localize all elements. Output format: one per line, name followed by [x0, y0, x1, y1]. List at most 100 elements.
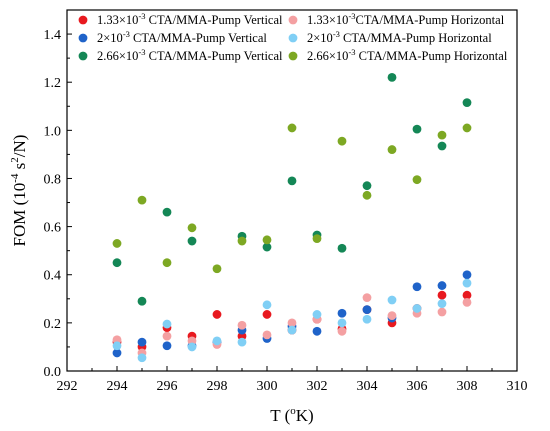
data-point	[312, 310, 322, 319]
x-tick-label: 300	[257, 379, 278, 394]
data-point	[237, 337, 247, 347]
data-point	[362, 293, 372, 302]
data-point	[387, 145, 397, 154]
x-tick-label: 310	[507, 379, 528, 394]
data-point	[137, 353, 147, 363]
data-point	[187, 336, 197, 346]
y-tick-label: 0.0	[44, 365, 62, 380]
legend-marker	[288, 15, 298, 25]
x-tick-label: 306	[407, 379, 428, 394]
data-point	[237, 331, 247, 341]
data-point	[362, 190, 372, 200]
legend-label: 1.33×10-3CTA/MMA-Pump Horizontal	[307, 11, 505, 27]
data-point	[387, 295, 397, 305]
y-tick-label: 1.4	[44, 28, 62, 43]
data-point	[437, 281, 447, 290]
data-point	[412, 282, 422, 292]
data-point	[362, 314, 372, 324]
data-point	[437, 141, 447, 151]
data-point	[262, 330, 272, 340]
data-point	[137, 337, 147, 347]
data-point	[237, 320, 247, 330]
y-tick-label: 0.6	[44, 221, 62, 236]
data-point	[462, 290, 472, 300]
y-tick-label: 1.0	[44, 124, 62, 139]
legend: 1.33×10-3 CTA/MMA-Pump Vertical 2×10-3 CT…	[78, 11, 508, 63]
data-point	[162, 341, 172, 351]
data-point	[262, 242, 272, 252]
legend-label: 2.66×10-3 CTA/MMA-Pump Horizontal	[307, 47, 508, 63]
y-axis-title: FOM (10-4 s2/N)	[9, 135, 29, 247]
data-point	[437, 299, 447, 309]
data-point	[112, 335, 122, 345]
legend-marker	[78, 51, 88, 61]
series-5	[112, 278, 472, 363]
data-point	[312, 234, 322, 244]
legend-label: 1.33×10-3 CTA/MMA-Pump Vertical	[97, 11, 283, 27]
data-point	[112, 258, 122, 268]
x-tick-label: 304	[357, 379, 378, 394]
data-point	[462, 278, 472, 288]
data-point	[287, 176, 297, 186]
data-point	[412, 124, 422, 134]
legend-marker	[78, 15, 88, 25]
data-point	[187, 236, 197, 246]
y-tick-label: 1.2	[44, 76, 62, 91]
data-point	[287, 325, 297, 335]
data-point	[437, 130, 447, 140]
data-point	[312, 326, 322, 336]
y-tick-label: 0.2	[44, 317, 62, 332]
series-6	[112, 123, 472, 274]
data-point	[162, 319, 172, 329]
data-point	[462, 98, 472, 108]
x-tick-label: 294	[107, 379, 128, 394]
data-point	[112, 239, 122, 248]
data-point	[237, 236, 247, 246]
data-point	[162, 331, 172, 341]
data-point	[437, 290, 447, 300]
data-point	[462, 123, 472, 133]
legend-marker	[288, 51, 298, 61]
legend-label: 2.66×10-3 CTA/MMA-Pump Vertical	[97, 47, 283, 63]
data-point	[187, 342, 197, 352]
data-point	[337, 136, 347, 146]
data-point	[462, 298, 472, 307]
data-point	[187, 223, 197, 233]
data-point	[212, 310, 222, 319]
legend-marker	[78, 33, 88, 43]
x-tick-label: 292	[57, 379, 78, 394]
data-point	[362, 305, 372, 315]
y-tick-label: 0.8	[44, 172, 62, 187]
data-point	[287, 318, 297, 328]
plot-frame	[66, 9, 518, 372]
data-point	[212, 336, 222, 346]
data-point	[337, 318, 347, 328]
y-tick-label: 0.4	[44, 269, 62, 284]
legend-marker	[288, 33, 298, 43]
data-point	[412, 304, 422, 313]
x-tick-label: 308	[457, 379, 478, 394]
data-point	[337, 243, 347, 253]
data-point	[262, 300, 272, 310]
data-points	[112, 72, 472, 363]
x-tick-label: 296	[157, 379, 178, 394]
data-point	[262, 235, 272, 245]
data-point	[112, 341, 122, 351]
data-point	[212, 264, 222, 274]
data-point	[262, 310, 272, 319]
data-point	[137, 195, 147, 205]
legend-label: 2×10-3 CTA/MMA-Pump Horizontal	[307, 29, 492, 45]
data-point	[162, 258, 172, 268]
series-3	[112, 72, 472, 306]
data-point	[412, 175, 422, 185]
data-point	[337, 326, 347, 336]
data-point	[137, 296, 147, 306]
data-point	[337, 308, 347, 318]
x-tick-label: 302	[307, 379, 328, 394]
data-point	[437, 307, 447, 317]
data-point	[387, 311, 397, 321]
data-point	[362, 181, 372, 191]
x-tick-label: 298	[207, 379, 228, 394]
axes: 292 294 296 298 300 302 304 306 308 310 0.0 0.2 0.4 0…	[44, 9, 528, 394]
